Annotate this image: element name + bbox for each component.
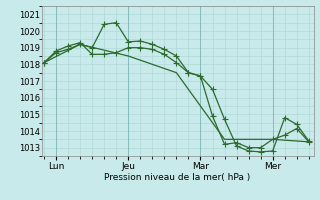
X-axis label: Pression niveau de la mer( hPa ): Pression niveau de la mer( hPa ) [104, 173, 251, 182]
